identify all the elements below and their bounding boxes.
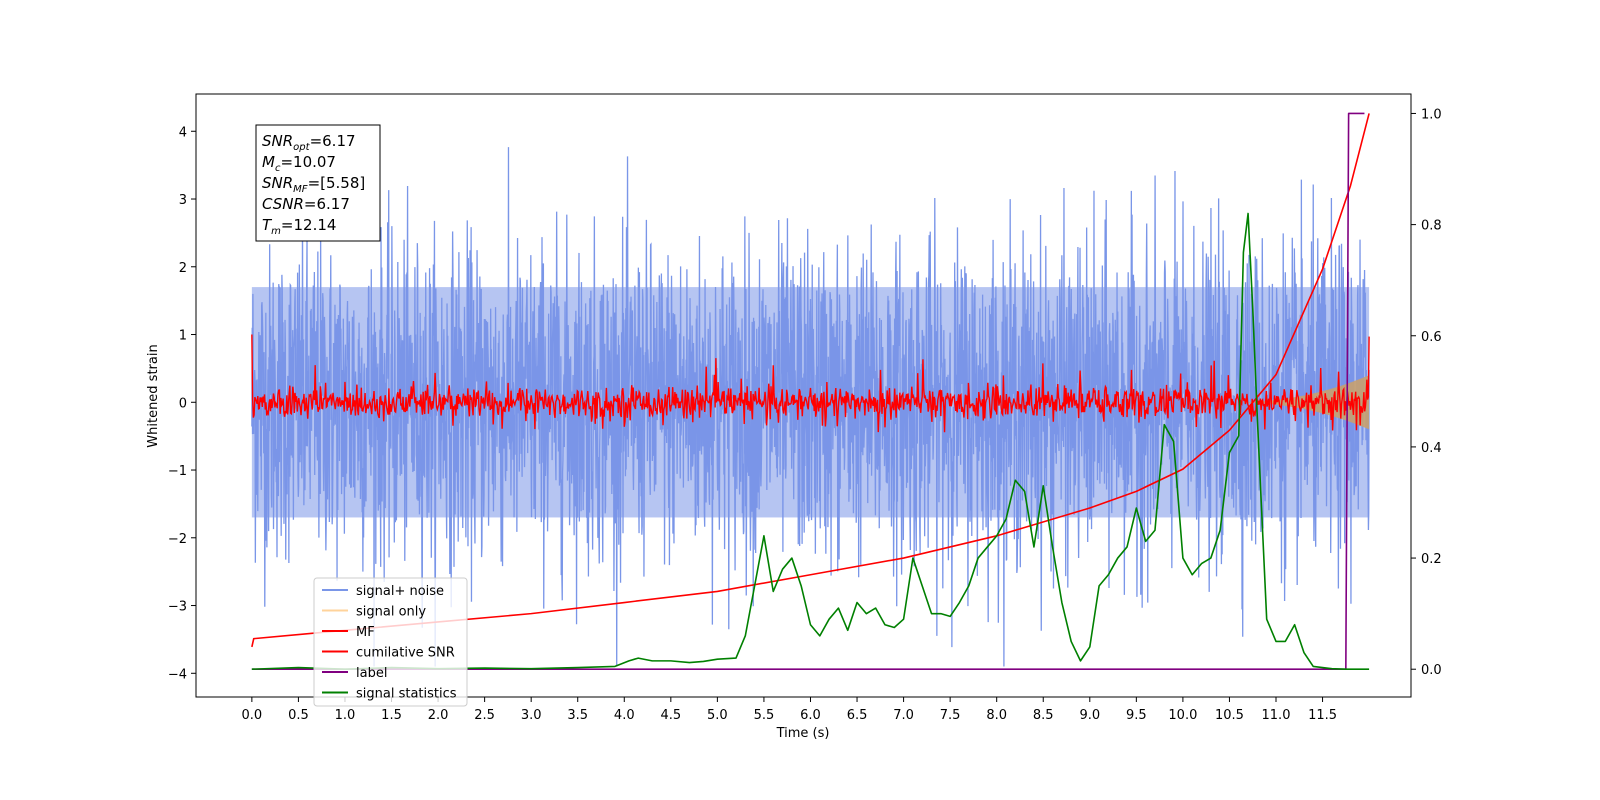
x-tick-label: 1.0 [335, 708, 356, 723]
legend-label: signal+ noise [356, 584, 444, 599]
x-tick-label: 6.5 [847, 708, 868, 723]
info-subscript: MF [293, 184, 308, 195]
x-tick-label: 4.0 [614, 708, 635, 723]
x-tick-label: 5.5 [754, 708, 775, 723]
series-label [251, 112, 1365, 671]
info-box: SNRopt=6.17Mc=10.07SNRMF=[5.58]CSNR=6.17… [255, 124, 381, 242]
info-symbol: CSNR [262, 195, 304, 213]
info-subscript: m [271, 226, 281, 237]
series-layer [251, 112, 1370, 671]
series-mf [251, 334, 1370, 433]
y-right-tick-label: 0.6 [1421, 330, 1442, 345]
info-symbol: SNR [262, 174, 293, 192]
x-axis-ticks: 0.0 0.5 1.0 1.5 2.0 2.5 3.0 3.5 4.0 4.5 5.0 5.5 6.0 6… [242, 697, 1337, 723]
y-tick-label: −4 [168, 667, 187, 682]
info-value: =[5.58] [308, 174, 366, 192]
x-tick-label: 9.5 [1126, 708, 1147, 723]
x-tick-label: 9.0 [1079, 708, 1100, 723]
info-box-line: CSNR=6.17 [262, 195, 350, 213]
info-box-line: Mc=10.07 [262, 153, 336, 174]
info-value: =12.14 [281, 216, 337, 234]
x-tick-label: 11.0 [1262, 708, 1291, 723]
info-value: =6.17 [304, 195, 350, 213]
info-value: =6.17 [310, 132, 356, 150]
info-box-line: SNRMF=[5.58] [262, 174, 365, 195]
x-tick-label: 2.0 [428, 708, 449, 723]
legend-label: signal only [356, 605, 426, 620]
x-axis-label: Time (s) [776, 726, 830, 741]
x-tick-label: 0.5 [288, 708, 309, 723]
y-axis-label: Whitened strain [146, 344, 161, 447]
y-right-tick-label: 0.4 [1421, 441, 1442, 456]
y-tick-label: 2 [179, 261, 187, 276]
series-signal-statistics [251, 212, 1370, 671]
legend-label: signal statistics [356, 687, 457, 702]
y-right-tick-label: 0.8 [1421, 219, 1442, 234]
x-tick-label: 7.0 [893, 708, 914, 723]
x-tick-label: 11.5 [1308, 708, 1337, 723]
y-right-tick-label: 0.0 [1421, 663, 1442, 678]
info-box-frame [255, 124, 381, 242]
x-tick-label: 7.5 [940, 708, 961, 723]
x-tick-label: 4.5 [660, 708, 681, 723]
y-tick-label: 0 [179, 396, 187, 411]
y-tick-label: 1 [179, 329, 187, 344]
legend-frame [313, 577, 468, 707]
y-tick-label: −1 [168, 464, 187, 479]
info-symbol: M [262, 153, 275, 171]
x-tick-label: 5.0 [707, 708, 728, 723]
y-tick-label: −3 [168, 600, 187, 615]
legend-label: cumilative SNR [356, 646, 455, 661]
info-box-line: SNRopt=6.17 [262, 132, 356, 153]
info-symbol: T [262, 216, 273, 234]
plot-frame [195, 93, 1412, 698]
y-tick-label: 3 [179, 193, 187, 208]
x-tick-label: 3.5 [567, 708, 588, 723]
x-tick-label: 10.5 [1215, 708, 1244, 723]
x-tick-label: 10.0 [1168, 708, 1197, 723]
y-right-tick-label: 0.2 [1421, 552, 1442, 567]
x-tick-label: 1.5 [381, 708, 402, 723]
legend-label: label [356, 666, 387, 681]
x-tick-label: 2.5 [474, 708, 495, 723]
y-tick-label: −2 [168, 532, 187, 547]
y-tick-label: 4 [179, 125, 187, 140]
info-box-line: Tm=12.14 [262, 216, 336, 237]
y-right-tick-label: 1.0 [1421, 107, 1442, 122]
info-value: =10.07 [280, 153, 336, 171]
x-tick-label: 0.0 [242, 708, 263, 723]
y-axis-ticks: −4 −3 −2 −1 0 1 2 3 4 [168, 125, 196, 682]
x-tick-label: 8.5 [1033, 708, 1054, 723]
info-subscript: opt [293, 142, 310, 153]
legend: signal+ noise signal only MF cumilative SNR… [313, 577, 468, 707]
x-tick-label: 8.0 [986, 708, 1007, 723]
y-axis-right-ticks: 0.0 0.2 0.4 0.6 0.8 1.0 [1411, 107, 1442, 678]
info-subscript: c [275, 163, 281, 174]
x-tick-label: 6.0 [800, 708, 821, 723]
info-symbol: SNR [262, 132, 293, 150]
legend-label: MF [356, 625, 375, 640]
x-tick-label: 3.0 [521, 708, 542, 723]
